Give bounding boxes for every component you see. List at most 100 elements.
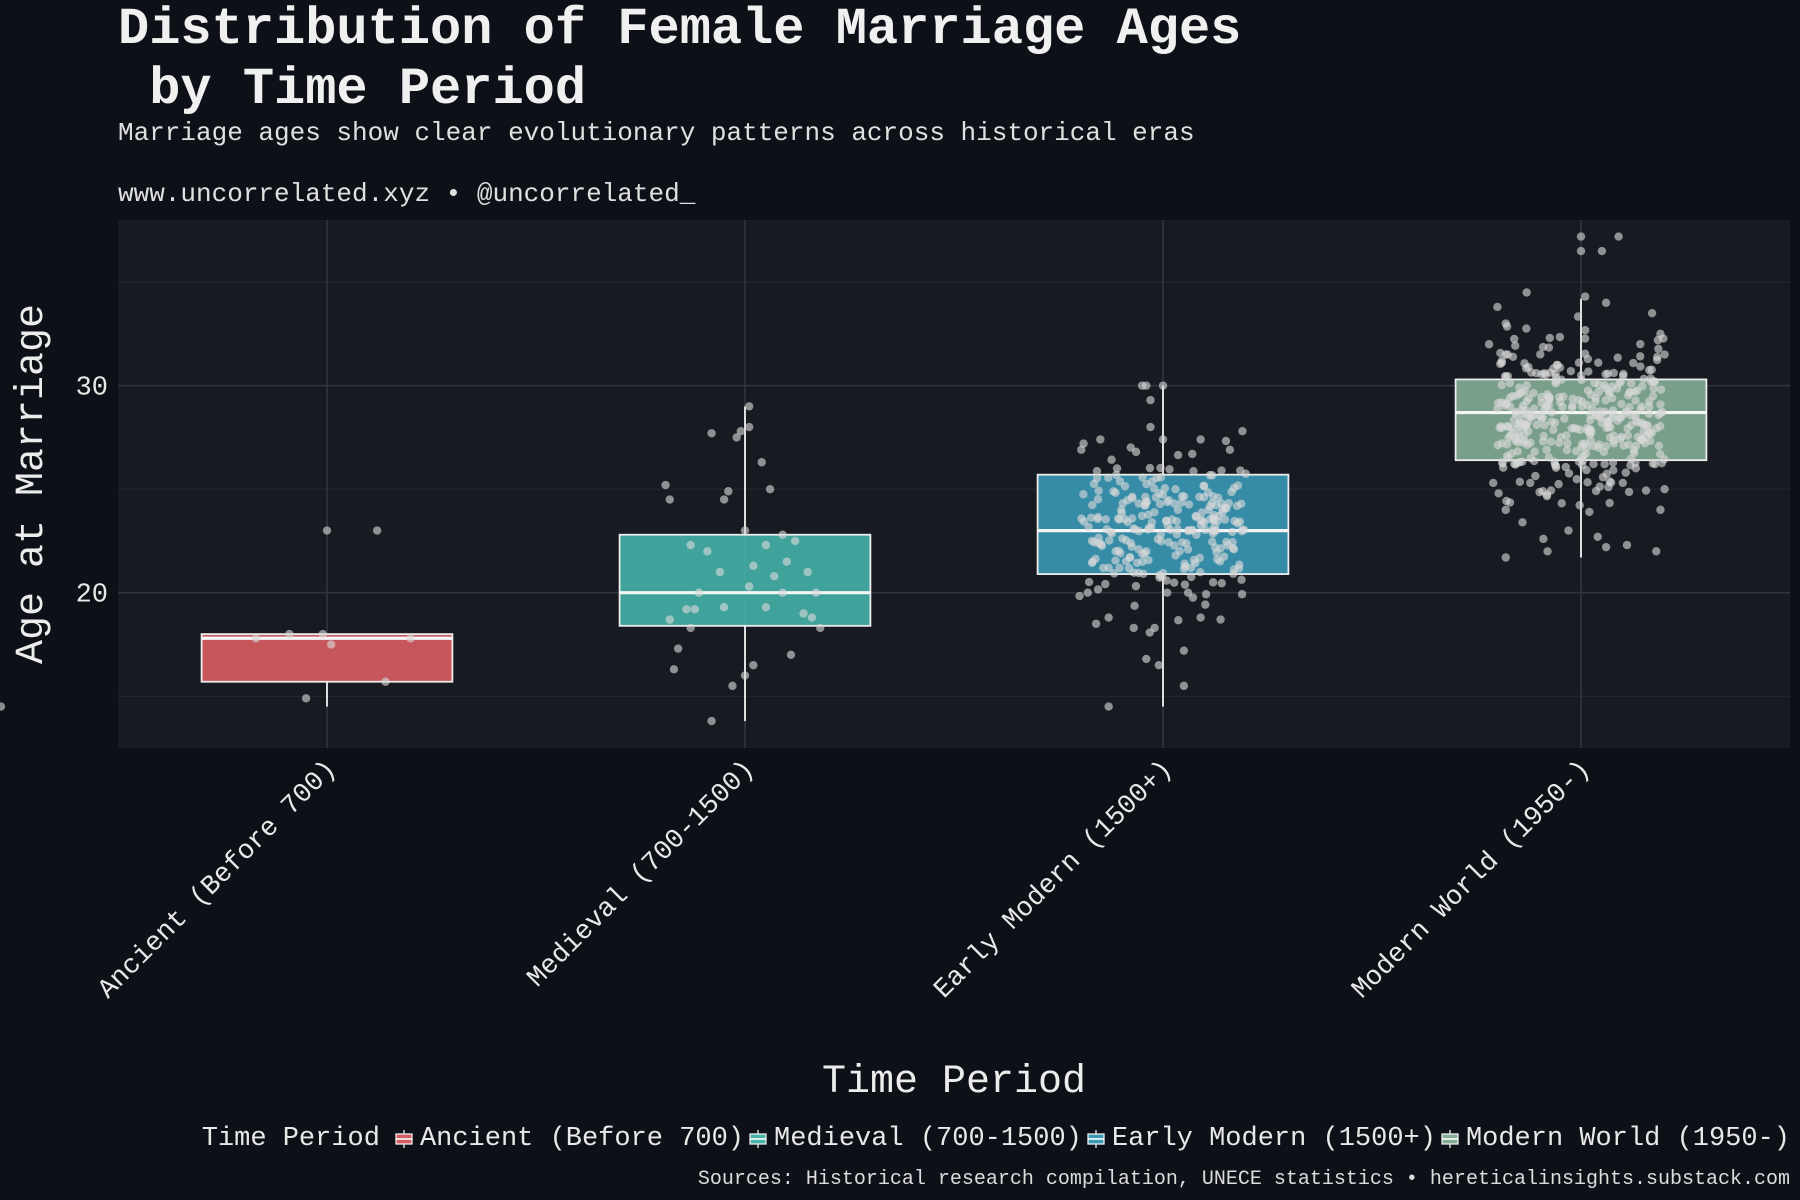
- data-point: [1539, 534, 1548, 544]
- data-point: [1557, 499, 1566, 508]
- data-point: [1115, 563, 1124, 573]
- data-point: [1636, 352, 1645, 361]
- data-point: [1647, 365, 1656, 374]
- data-point: [1540, 421, 1549, 430]
- data-point: [1083, 588, 1092, 597]
- data-point: [1497, 380, 1506, 390]
- data-point: [1233, 518, 1242, 528]
- data-point: [318, 629, 328, 639]
- data-point: [1160, 484, 1170, 493]
- data-point: [1511, 433, 1520, 443]
- data-point: [1121, 557, 1131, 566]
- data-point: [1543, 389, 1552, 399]
- data-point: [1138, 473, 1147, 482]
- data-point: [1576, 246, 1586, 256]
- data-point: [703, 547, 712, 556]
- sources-caption: Sources: Historical research compilation…: [697, 1168, 1790, 1191]
- data-point: [1217, 579, 1226, 588]
- data-point: [1216, 615, 1225, 624]
- data-point: [1165, 525, 1175, 534]
- data-point: [1576, 454, 1586, 463]
- y-tick-label: 20: [76, 581, 108, 611]
- data-point: [381, 677, 390, 686]
- data-point: [1530, 447, 1539, 456]
- data-point: [1618, 371, 1628, 381]
- data-point: [1175, 546, 1184, 556]
- data-point: [1654, 344, 1663, 354]
- data-point: [1096, 539, 1106, 549]
- data-point: [1104, 473, 1113, 482]
- data-point: [1542, 445, 1551, 454]
- data-point: [1522, 421, 1531, 430]
- data-point: [1601, 298, 1611, 308]
- y-axis-title: Age at Marriage: [10, 304, 55, 664]
- data-point: [1639, 374, 1649, 384]
- data-point: [1144, 510, 1153, 519]
- data-point: [1543, 547, 1552, 556]
- box-1: [618, 533, 872, 627]
- data-point: [1618, 478, 1628, 488]
- data-point: [1531, 471, 1540, 481]
- data-point: [1154, 660, 1164, 670]
- data-point: [1544, 343, 1554, 352]
- data-point: [1237, 575, 1246, 584]
- legend-item-early-modern: Early Modern (1500+): [1086, 1124, 1436, 1154]
- data-point: [1605, 498, 1614, 508]
- data-point: [1591, 397, 1600, 406]
- x-tick-label: Ancient (Before 700): [93, 755, 343, 1005]
- data-point: [1147, 477, 1157, 486]
- data-point: [1228, 527, 1237, 537]
- data-point: [761, 603, 771, 612]
- data-point: [1495, 423, 1504, 432]
- chart-credit: www.uncorrelated.xyz • @uncorrelated_: [118, 179, 696, 209]
- data-point: [1146, 422, 1155, 432]
- data-point: [1174, 616, 1183, 625]
- data-point: [1087, 558, 1097, 568]
- data-point: [1165, 465, 1174, 474]
- data-point: [1558, 402, 1567, 412]
- data-point: [1099, 563, 1108, 573]
- data-point: [1509, 415, 1519, 425]
- data-point: [1131, 447, 1141, 457]
- data-point: [1555, 392, 1564, 402]
- data-point: [1573, 312, 1583, 321]
- data-point: [732, 433, 741, 442]
- data-point: [1111, 556, 1120, 565]
- data-point: [1583, 354, 1593, 364]
- data-point: [744, 582, 754, 591]
- legend-label-modern-world: Modern World (1950-): [1465, 1124, 1790, 1154]
- legend-item-medieval: Medieval (700-1500): [748, 1124, 1082, 1154]
- data-point: [1137, 381, 1147, 390]
- data-point: [1130, 601, 1139, 611]
- x-tick-label: Early Modern (1500+): [929, 755, 1179, 1005]
- data-point: [1622, 540, 1632, 550]
- data-point: [1084, 577, 1094, 587]
- data-point: [1518, 401, 1528, 410]
- data-point: [1546, 437, 1556, 446]
- data-point: [1626, 379, 1636, 388]
- data-point: [1213, 555, 1222, 564]
- data-point: [1581, 439, 1590, 448]
- data-point: [1621, 468, 1630, 477]
- data-point: [728, 681, 737, 691]
- data-point: [1659, 334, 1668, 343]
- data-point: [1141, 500, 1150, 510]
- data-point: [1656, 505, 1665, 515]
- data-point: [1086, 513, 1096, 522]
- x-tick-label: Modern World (1950-): [1347, 755, 1597, 1005]
- data-point: [1126, 538, 1136, 548]
- data-point: [1493, 302, 1502, 312]
- data-point: [1641, 486, 1651, 495]
- legend-key-medieval: [748, 1129, 768, 1149]
- data-point: [1636, 362, 1645, 371]
- data-point: [1096, 435, 1105, 444]
- data-point: [1162, 588, 1172, 597]
- data-point: [1554, 438, 1564, 448]
- data-point: [1501, 553, 1510, 562]
- data-point: [1526, 478, 1535, 488]
- data-point: [744, 402, 754, 411]
- data-point: [1213, 516, 1222, 526]
- legend-key-ancient: [394, 1129, 414, 1149]
- data-point: [1204, 505, 1213, 515]
